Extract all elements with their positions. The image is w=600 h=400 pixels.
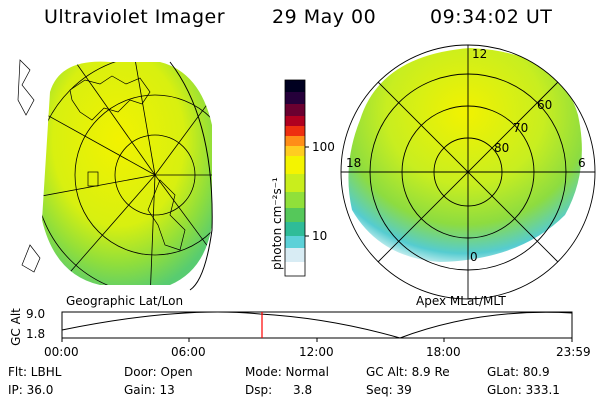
date-label: 29 May 00 [272, 6, 377, 28]
apex-image [340, 44, 596, 300]
altitude-ylabel: GC Alt [9, 308, 23, 346]
gc-alt-field: GC Alt: 8.9 Re [366, 365, 450, 379]
mlat-label-80: 80 [494, 141, 510, 155]
mlt-label-6: 6 [578, 156, 586, 170]
dsp-value: 3.8 [293, 383, 313, 397]
time-tick-1800: 18:00 [426, 345, 461, 359]
time-tick-0600: 06:00 [171, 345, 206, 359]
mode-field: Mode: Normal [245, 365, 329, 379]
glon-field: GLon: 333.1 [487, 383, 560, 397]
mlt-label-12: 12 [472, 47, 488, 61]
dsp-label: Dsp: [245, 383, 273, 397]
colorbar [284, 79, 309, 277]
mlt-label-18: 18 [346, 156, 362, 170]
gain-field: Gain: 13 [124, 383, 175, 397]
time-label: 09:34:02 UT [430, 6, 553, 28]
ip-field: IP: 36.0 [8, 383, 54, 397]
glat-field: GLat: 80.9 [487, 365, 550, 379]
mlat-label-60: 60 [537, 98, 553, 112]
time-tick-2359: 23:59 [556, 345, 591, 359]
right-panel-title: Apex MLat/MLT [416, 294, 506, 308]
geographic-image [17, 59, 213, 291]
mlt-label-0: 0 [470, 250, 478, 264]
left-panel-title: Geographic Lat/Lon [66, 294, 184, 308]
colorbar-unit-label: photon cm⁻²s⁻¹ [270, 177, 284, 270]
coastline-outline [17, 59, 186, 273]
colorbar-tick-100: 100 [312, 140, 335, 154]
altitude-tick-1-8: 1.8 [26, 327, 46, 341]
mlat-label-70: 70 [513, 121, 529, 135]
flt-field: Flt: LBHL [8, 365, 62, 379]
instrument-title: Ultraviolet Imager [44, 6, 226, 28]
time-tick-1200: 12:00 [299, 345, 334, 359]
altitude-plot [61, 311, 573, 342]
seq-field: Seq: 39 [366, 383, 412, 397]
altitude-tick-9: 9.0 [26, 307, 46, 321]
colorbar-tick-10: 10 [312, 229, 328, 243]
time-tick-0000: 00:00 [44, 345, 79, 359]
door-field: Door: Open [124, 365, 193, 379]
